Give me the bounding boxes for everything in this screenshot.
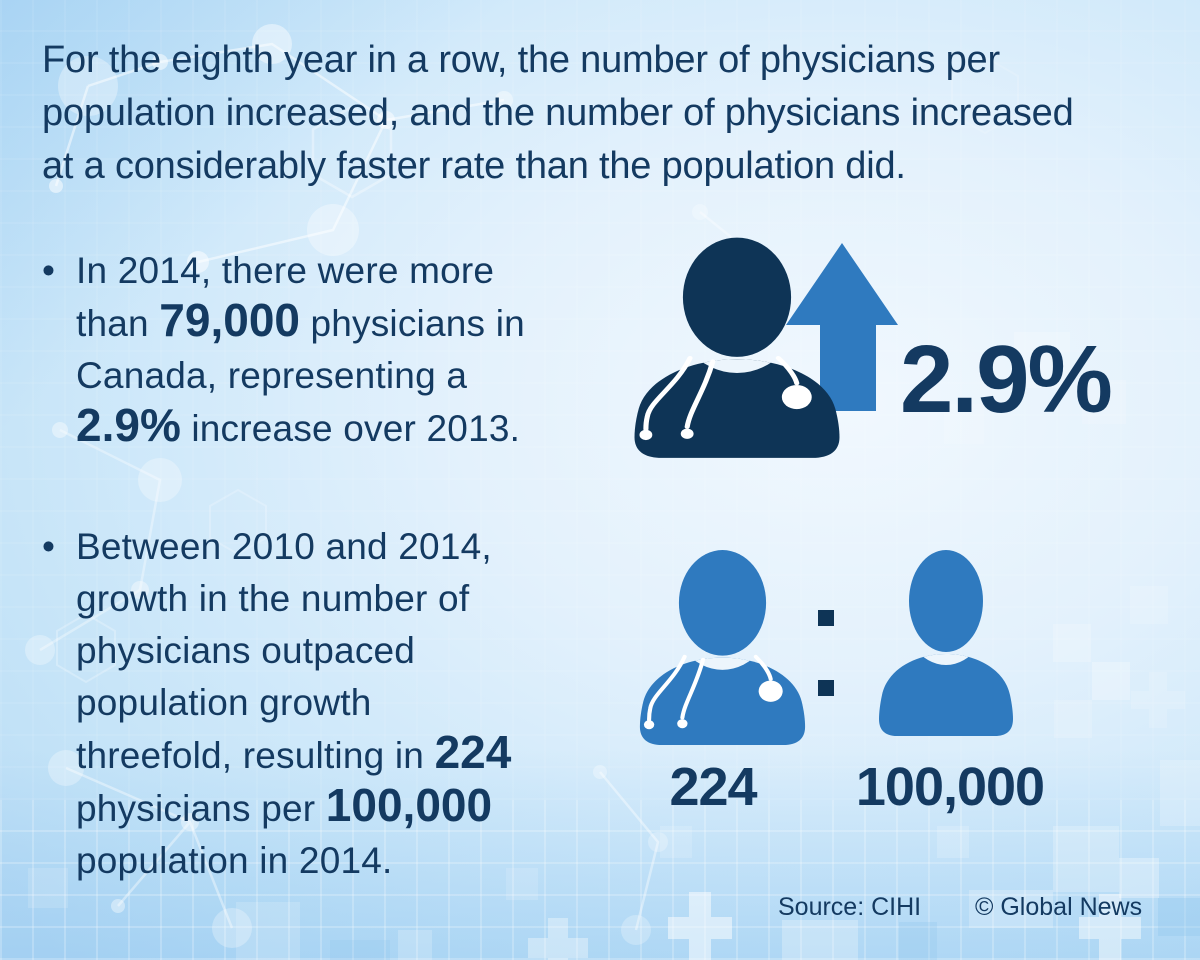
bullet-item-ratio-growth: • Between 2010 and 2014, growth in the n…: [42, 521, 511, 887]
bullet-line: physicians per 100,000: [76, 782, 511, 835]
intro-line: at a considerably faster rate than the p…: [42, 145, 906, 187]
stat-number: 100,000: [325, 779, 493, 831]
intro-line: population increased, and the number of …: [42, 92, 1074, 134]
hexagon-decoration: [951, 55, 1019, 135]
text-segment: physicians per: [76, 788, 326, 829]
text-segment: population growth: [76, 682, 372, 723]
text-segment: Canada, representing a: [76, 355, 468, 396]
stat-number: 2.9%: [76, 399, 181, 451]
bullet-line: 2.9% increase over 2013.: [76, 402, 525, 455]
medical-cross-icon: [1079, 894, 1141, 960]
bullet-text: Between 2010 and 2014, growth in the num…: [76, 521, 511, 887]
population-count-label: 100,000: [855, 757, 1045, 817]
mosaic-squares: [28, 332, 1200, 960]
bullet-line: Between 2010 and 2014,: [76, 521, 511, 573]
bullet-line: In 2014, there were more: [76, 245, 525, 297]
text-segment: than: [76, 303, 160, 344]
bullet-line: growth in the number of: [76, 573, 511, 625]
bullet-marker: •: [42, 526, 55, 567]
intro-line: For the eighth year in a row, the number…: [42, 39, 1000, 81]
medical-cross-icon: [528, 918, 588, 960]
mosaic-squares-dark: [330, 898, 1200, 960]
physicians-count-label: 224: [669, 757, 757, 817]
ratio-colon-dot: [818, 610, 834, 626]
hexagon-decoration: [209, 488, 267, 556]
up-arrow-icon: [786, 243, 898, 411]
stat-number: 224: [434, 726, 512, 778]
bullet-text: In 2014, there were more than 79,000 phy…: [76, 245, 525, 455]
ratio-colon-dot: [818, 680, 834, 696]
mosaic-grid-band: [0, 800, 1200, 960]
text-segment: population in 2014.: [76, 840, 393, 881]
copyright-credit: © Global News: [975, 893, 1143, 921]
hexagon-decoration: [56, 612, 116, 684]
molecule-pattern-top-left: [54, 42, 505, 264]
molecule-nodes-bottom: [48, 750, 668, 948]
text-segment: Between 2010 and 2014,: [76, 526, 492, 567]
bullet-item-physicians-2014: • In 2014, there were more than 79,000 p…: [42, 245, 525, 455]
doctor-icon: [634, 237, 840, 458]
stat-number: 79,000: [159, 294, 300, 346]
bullet-line: physicians outpaced: [76, 625, 511, 677]
hexagon-decoration: [311, 105, 393, 199]
medical-cross-icon: [668, 892, 732, 960]
bullet-marker: •: [42, 250, 55, 291]
increase-value: 2.9%: [900, 326, 1113, 433]
text-segment: increase over 2013.: [180, 408, 521, 449]
doctor-icon: [639, 550, 806, 745]
molecule-nodes-top-left: [49, 24, 513, 273]
medical-cross-icon: [1131, 672, 1185, 728]
bullet-line: Canada, representing a: [76, 350, 525, 402]
text-segment: physicians outpaced: [76, 630, 416, 671]
bullet-line: threefold, resulting in 224: [76, 729, 511, 782]
intro-paragraph: For the eighth year in a row, the number…: [42, 34, 1074, 193]
molecule-pattern-bottom-left: [65, 766, 660, 931]
bullet-line: than 79,000 physicians in: [76, 297, 525, 350]
ratio-graphic: 224 100,000: [618, 540, 1200, 840]
text-segment: threefold, resulting in: [76, 735, 435, 776]
text-segment: physicians in: [300, 303, 525, 344]
source-credit: Source: CIHI: [778, 893, 922, 921]
text-segment: In 2014, there were more: [76, 250, 495, 291]
increase-graphic: 2.9%: [618, 228, 1200, 480]
bullet-line: population in 2014.: [76, 835, 511, 887]
bullet-line: population growth: [76, 677, 511, 729]
person-icon: [879, 550, 1013, 736]
text-segment: growth in the number of: [76, 578, 470, 619]
